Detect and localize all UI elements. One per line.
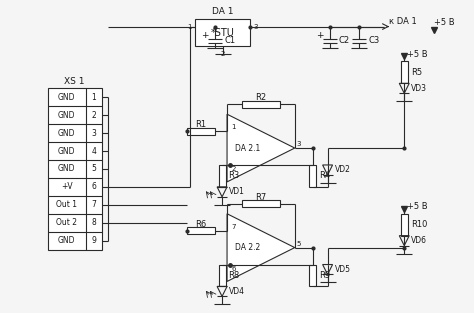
Text: R1: R1 [196, 120, 207, 129]
Text: +5 B: +5 B [407, 202, 428, 211]
Bar [219, 165, 226, 187]
Text: 5: 5 [91, 164, 96, 173]
Text: к DA 1: к DA 1 [389, 17, 417, 26]
Text: DA 2.1: DA 2.1 [235, 144, 260, 152]
Text: 6: 6 [91, 182, 96, 191]
Text: DA 1: DA 1 [212, 7, 233, 16]
Text: C3: C3 [368, 36, 380, 45]
Text: R9: R9 [319, 271, 330, 280]
Text: 2: 2 [231, 166, 236, 172]
Text: GND: GND [58, 236, 75, 245]
Text: DA 2.2: DA 2.2 [235, 243, 260, 252]
Text: R8: R8 [228, 271, 240, 280]
Text: Out 2: Out 2 [56, 218, 77, 227]
Text: R7: R7 [255, 193, 266, 202]
Text: 4: 4 [91, 146, 96, 156]
Text: +: + [201, 31, 209, 40]
Text: R6: R6 [196, 220, 207, 229]
Text: +5 B: +5 B [434, 18, 455, 27]
Text: R10: R10 [411, 220, 427, 229]
Text: *STU: *STU [210, 28, 235, 38]
Bar [401, 214, 408, 236]
Text: R4: R4 [319, 172, 330, 180]
Text: R3: R3 [228, 172, 240, 180]
Text: VD1: VD1 [229, 187, 245, 196]
Text: 6: 6 [231, 265, 236, 271]
Text: 3: 3 [297, 141, 301, 147]
Text: 2: 2 [220, 51, 225, 58]
Text: 1: 1 [91, 93, 96, 102]
Bar [309, 264, 316, 286]
Text: 1: 1 [231, 124, 236, 130]
Text: 8: 8 [91, 218, 96, 227]
Text: Out 1: Out 1 [56, 200, 77, 209]
Text: C1: C1 [224, 36, 235, 45]
Text: VD2: VD2 [335, 166, 350, 174]
Text: 9: 9 [91, 236, 96, 245]
Bar [187, 128, 215, 135]
Bar [401, 61, 408, 83]
Bar [242, 200, 280, 207]
Bar [195, 18, 250, 47]
Text: VD5: VD5 [335, 265, 351, 274]
Text: 1: 1 [188, 23, 192, 30]
Text: GND: GND [58, 93, 75, 102]
Text: +5 B: +5 B [407, 50, 428, 59]
Text: GND: GND [58, 129, 75, 138]
Text: C2: C2 [338, 36, 350, 45]
Text: 3: 3 [253, 23, 257, 30]
Text: 2: 2 [91, 111, 96, 120]
Text: +V: +V [61, 182, 73, 191]
Text: 3: 3 [91, 129, 96, 138]
Bar [187, 227, 215, 234]
Text: 7: 7 [231, 224, 236, 230]
Polygon shape [227, 214, 295, 281]
Text: VD6: VD6 [411, 236, 427, 245]
Text: +: + [316, 31, 323, 40]
Text: 5: 5 [297, 241, 301, 247]
Bar [242, 101, 280, 108]
Bar [309, 165, 316, 187]
Text: VD3: VD3 [411, 84, 427, 93]
Bar [48, 88, 101, 249]
Text: R2: R2 [255, 93, 266, 102]
Text: 7: 7 [91, 200, 96, 209]
Text: VD4: VD4 [229, 287, 245, 296]
Text: XS 1: XS 1 [64, 77, 85, 86]
Text: GND: GND [58, 164, 75, 173]
Text: R5: R5 [411, 68, 422, 77]
Text: GND: GND [58, 111, 75, 120]
Bar [219, 264, 226, 286]
Text: GND: GND [58, 146, 75, 156]
Polygon shape [227, 114, 295, 182]
